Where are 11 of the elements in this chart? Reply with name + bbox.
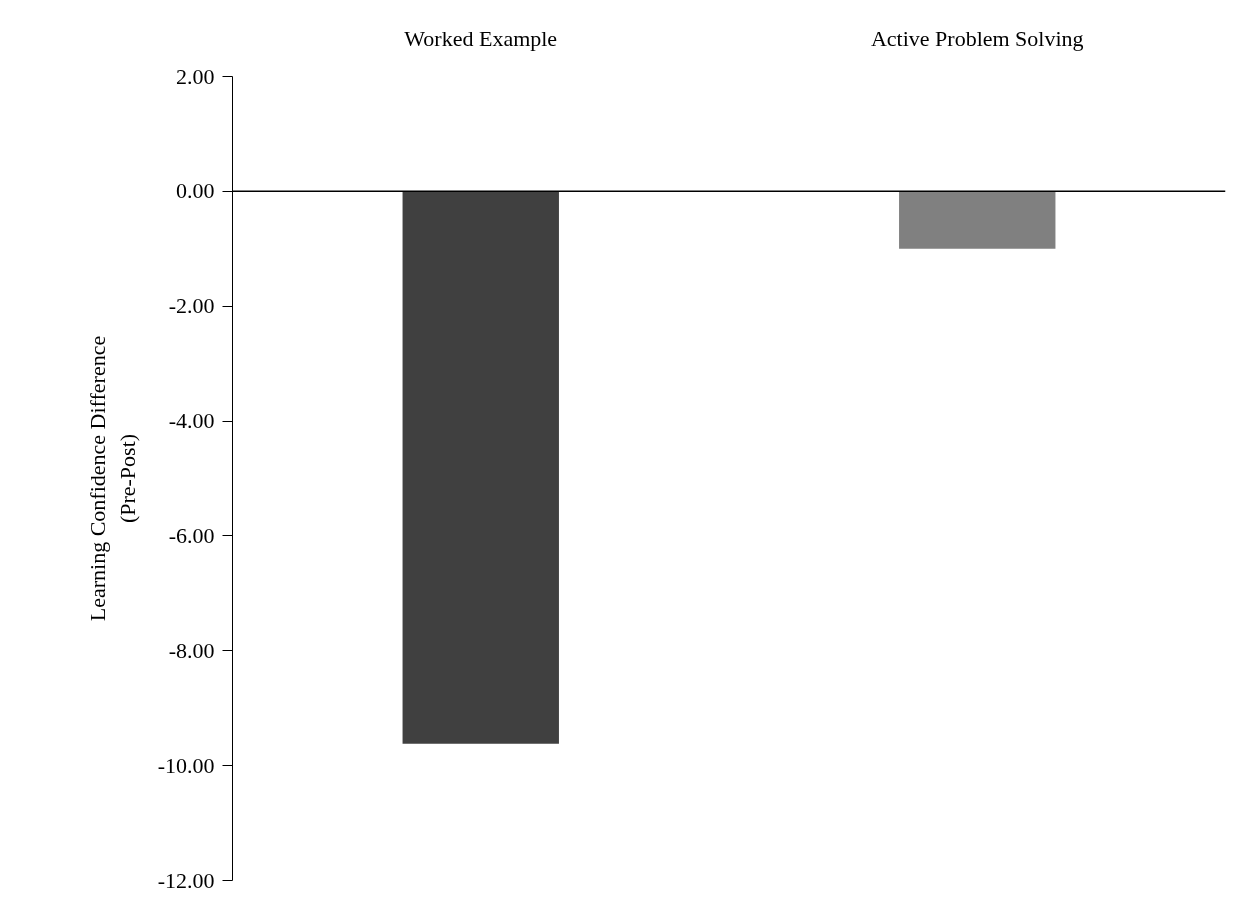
x-tick-label: Worked Example [404,25,558,51]
y-tick-label: -10.00 [157,752,215,778]
y-tick-label: -12.00 [157,867,215,893]
y-tick-label: -6.00 [168,522,215,548]
x-tick-label: Active Problem Solving [870,25,1084,51]
y-tick-label: -8.00 [168,637,215,663]
y-tick-label: -2.00 [168,293,215,319]
y-tick-label: 2.00 [176,63,215,89]
y-tick-label: -4.00 [168,408,215,434]
y-axis-title: Learning Confidence Difference (Pre-Post) [84,335,140,622]
y-tick-label: 0.00 [176,178,215,204]
